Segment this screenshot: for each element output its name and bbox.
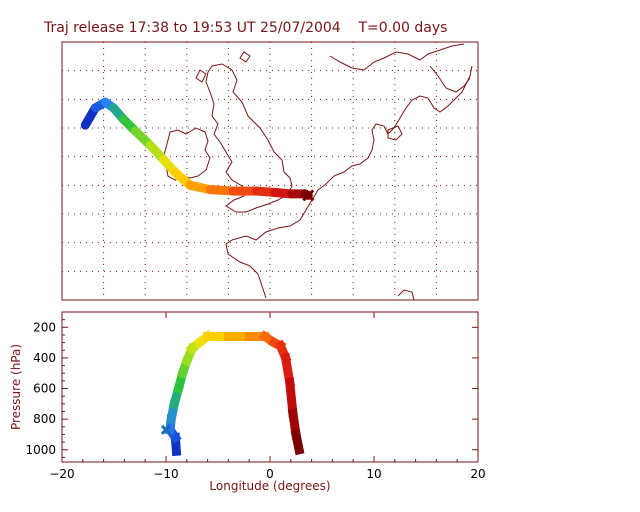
coast-brittany — [225, 239, 267, 299]
coast-isles — [195, 69, 207, 83]
y-tick-label: 1000 — [25, 443, 56, 457]
x-tick-label: 20 — [470, 467, 485, 481]
coast-scandinavia — [329, 43, 465, 71]
coast-continent — [231, 65, 473, 241]
coastline — [163, 43, 473, 301]
y-axis-label: Pressure (hPa) — [9, 344, 23, 430]
y-tick-label: 200 — [33, 320, 56, 334]
x-tick-label: −10 — [153, 467, 178, 481]
x-tick-label: 10 — [366, 467, 381, 481]
map-frame — [61, 41, 479, 301]
x-axis-label: Longitude (degrees) — [209, 479, 330, 493]
cross-section-segment — [290, 429, 305, 456]
y-tick-label: 400 — [33, 351, 56, 365]
x-tick-label: 0 — [266, 467, 274, 481]
cross-section-ticks: −20 −10 0 10 20 200 400 600 800 1000 — [25, 311, 486, 481]
map-end-marker — [302, 189, 315, 202]
cross-section-segment — [284, 377, 298, 418]
coast-iberia-north — [397, 289, 415, 301]
coast-isles-2 — [239, 51, 251, 63]
map-grid — [62, 42, 478, 300]
cross-section-trajectory — [160, 330, 305, 457]
map-panel — [61, 41, 479, 301]
cross-section-panel: −20 −10 0 10 20 200 400 600 800 1000 Longitude (d… — [9, 311, 486, 493]
coast-britain — [205, 63, 293, 213]
x-tick-label: −20 — [49, 467, 74, 481]
map-trajectory — [80, 97, 315, 202]
y-tick-label: 600 — [33, 382, 56, 396]
chart-title: Traj release 17:38 to 19:53 UT 25/07/200… — [44, 20, 448, 36]
cross-section-frame — [61, 311, 479, 463]
coast-sweden — [429, 65, 471, 93]
coast-denmark — [387, 125, 403, 141]
cross-section-start-marker — [160, 424, 172, 435]
y-tick-label: 800 — [33, 412, 56, 426]
